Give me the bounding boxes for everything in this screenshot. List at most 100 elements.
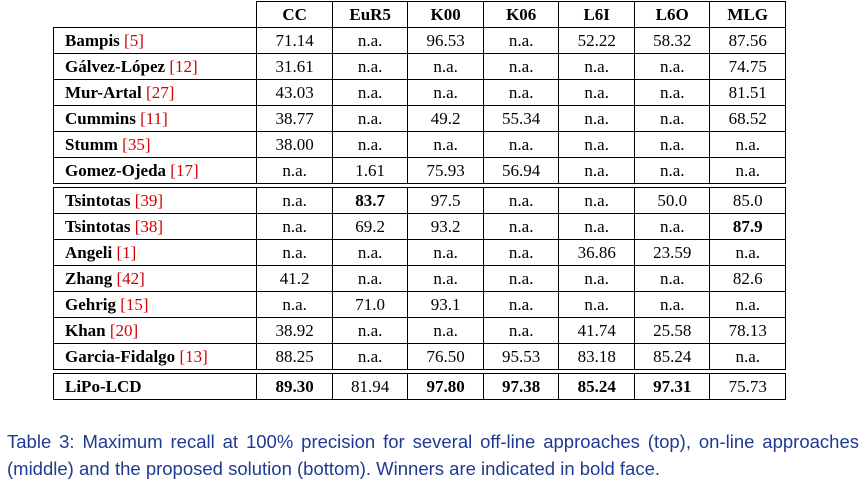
- method-name: Gehrig: [65, 295, 116, 314]
- value-cell: 97.5: [407, 187, 484, 214]
- method-cell: Garcia-Fidalgo [13]: [52, 343, 258, 370]
- value-cell: n.a.: [633, 53, 711, 80]
- value-cell: n.a.: [331, 239, 409, 266]
- table-row: Cummins [11] 38.77 n.a. 49.2 55.34 n.a. n.a. 68…: [52, 105, 786, 132]
- value-cell: n.a.: [331, 343, 409, 370]
- value-cell: 85.24: [633, 343, 711, 370]
- method-cell: LiPo-LCD: [52, 373, 258, 400]
- value-cell: 83.7: [331, 187, 409, 214]
- value-cell: 38.00: [256, 131, 333, 158]
- value-cell: n.a.: [633, 213, 711, 240]
- value-cell: 75.93: [407, 157, 484, 184]
- method-name: Khan: [65, 321, 106, 340]
- value-cell: 75.73: [709, 373, 786, 400]
- method-name: Tsintotas: [65, 191, 131, 210]
- value-cell: n.a.: [633, 105, 711, 132]
- value-cell: n.a.: [558, 53, 635, 80]
- table-row: LiPo-LCD 89.30 81.94 97.80 97.38 85.24 97.31 75…: [52, 373, 786, 400]
- value-cell: 89.30: [256, 373, 333, 400]
- value-cell: 41.74: [558, 317, 635, 344]
- value-cell: n.a.: [633, 157, 711, 184]
- value-cell: n.a.: [633, 131, 711, 158]
- value-cell: 71.14: [256, 27, 333, 54]
- method-cell: Gálvez-López [12]: [52, 53, 258, 80]
- table-row: Angeli [1] n.a. n.a. n.a. n.a. 36.86 23.59 n.a.: [52, 239, 786, 266]
- value-cell: 23.59: [633, 239, 711, 266]
- value-cell: 96.53: [407, 27, 484, 54]
- value-cell: 81.94: [331, 373, 409, 400]
- value-cell: 36.86: [558, 239, 635, 266]
- method-cell: Gehrig [15]: [52, 291, 258, 318]
- column-header: L6O: [633, 1, 711, 28]
- value-cell: 71.0: [331, 291, 409, 318]
- value-cell: n.a.: [482, 27, 560, 54]
- value-cell: 97.80: [407, 373, 484, 400]
- value-cell: 93.1: [407, 291, 484, 318]
- results-table-container: CC EuR5 K00 K06 L6I L6O MLG Bampis [5] 71…: [52, 1, 786, 400]
- value-cell: 95.53: [482, 343, 560, 370]
- value-cell: n.a.: [331, 27, 409, 54]
- value-cell: n.a.: [482, 213, 560, 240]
- citation-link[interactable]: [1]: [116, 243, 137, 262]
- citation-link[interactable]: [12]: [169, 57, 198, 76]
- value-cell: n.a.: [331, 79, 409, 106]
- method-name: Cummins: [65, 109, 136, 128]
- column-header: CC: [256, 1, 333, 28]
- method-cell: Tsintotas [38]: [52, 213, 258, 240]
- value-cell: n.a.: [407, 131, 484, 158]
- method-name: Tsintotas: [65, 217, 131, 236]
- method-cell: Angeli [1]: [52, 239, 258, 266]
- method-name: Garcia-Fidalgo: [65, 347, 176, 366]
- citation-link[interactable]: [11]: [140, 109, 168, 128]
- value-cell: 49.2: [407, 105, 484, 132]
- column-header: L6I: [558, 1, 635, 28]
- method-cell: Tsintotas [39]: [52, 187, 258, 214]
- value-cell: n.a.: [331, 131, 409, 158]
- table-row: Stumm [35] 38.00 n.a. n.a. n.a. n.a. n.a. n.a.: [52, 131, 786, 158]
- citation-link[interactable]: [17]: [170, 161, 199, 180]
- citation-link[interactable]: [27]: [146, 83, 175, 102]
- citation-link[interactable]: [5]: [124, 31, 144, 50]
- header-corner-cell: [53, 1, 258, 28]
- value-cell: n.a.: [482, 291, 560, 318]
- table-body: Bampis [5] 71.14 n.a. 96.53 n.a. 52.22 58.32 87…: [52, 27, 786, 400]
- value-cell: 85.24: [558, 373, 635, 400]
- value-cell: 97.31: [633, 373, 711, 400]
- table-row: Zhang [42] 41.2 n.a. n.a. n.a. n.a. n.a. 82.6: [52, 265, 786, 292]
- value-cell: n.a.: [558, 187, 635, 214]
- value-cell: n.a.: [256, 157, 333, 184]
- value-cell: n.a.: [331, 265, 409, 292]
- table-row: Tsintotas [38] n.a. 69.2 93.2 n.a. n.a. n.a. 87…: [52, 213, 786, 240]
- citation-link[interactable]: [42]: [116, 269, 145, 288]
- value-cell: n.a.: [482, 79, 560, 106]
- citation-link[interactable]: [13]: [179, 347, 208, 366]
- citation-link[interactable]: [38]: [134, 217, 164, 236]
- value-cell: 58.32: [633, 27, 711, 54]
- method-name: Gálvez-López: [65, 57, 166, 76]
- citation-link[interactable]: [15]: [120, 295, 149, 314]
- citation-link[interactable]: [39]: [134, 191, 164, 210]
- value-cell: 74.75: [709, 53, 786, 80]
- method-cell: Cummins [11]: [52, 105, 258, 132]
- table-row: Bampis [5] 71.14 n.a. 96.53 n.a. 52.22 58.32 87…: [52, 27, 786, 54]
- value-cell: n.a.: [709, 343, 786, 370]
- value-cell: 69.2: [331, 213, 409, 240]
- table-row: Mur-Artal [27] 43.03 n.a. n.a. n.a. n.a. n.a. 8…: [52, 79, 786, 106]
- method-name: Angeli: [65, 243, 113, 262]
- results-table: CC EuR5 K00 K06 L6I L6O MLG Bampis [5] 71…: [52, 1, 786, 400]
- value-cell: n.a.: [482, 265, 560, 292]
- value-cell: n.a.: [331, 53, 409, 80]
- value-cell: 78.13: [709, 317, 786, 344]
- value-cell: 83.18: [558, 343, 635, 370]
- value-cell: 50.0: [633, 187, 711, 214]
- citation-link[interactable]: [35]: [122, 135, 151, 154]
- table-row: Gehrig [15] n.a. 71.0 93.1 n.a. n.a. n.a. n.a.: [52, 291, 786, 318]
- value-cell: n.a.: [709, 157, 786, 184]
- citation-link[interactable]: [20]: [109, 321, 139, 340]
- value-cell: 38.92: [256, 317, 333, 344]
- method-name: Mur-Artal: [65, 83, 142, 102]
- value-cell: n.a.: [407, 317, 484, 344]
- table-row: Garcia-Fidalgo [13] 88.25 n.a. 76.50 95.53 83…: [52, 343, 786, 370]
- value-cell: n.a.: [558, 213, 635, 240]
- table-caption: Table 3: Maximum recall at 100% precisio…: [7, 431, 859, 479]
